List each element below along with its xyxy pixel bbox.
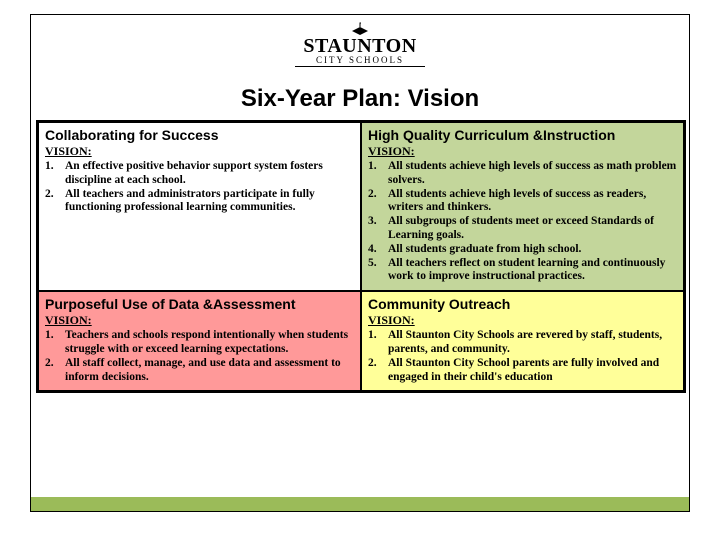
- quad-community: Community OutreachVISION:1.All Staunton …: [361, 291, 684, 391]
- vision-item: 2.All staff collect, manage, and use dat…: [45, 357, 354, 385]
- item-text: All staff collect, manage, and use data …: [65, 357, 354, 385]
- item-text: All students achieve high levels of succ…: [388, 160, 677, 188]
- quad-heading: Community Outreach: [368, 296, 677, 312]
- vision-item: 1.All Staunton City Schools are revered …: [368, 329, 677, 357]
- item-number: 1.: [45, 160, 65, 188]
- vision-label: VISION:: [368, 144, 677, 159]
- vision-item: 2.All students achieve high levels of su…: [368, 188, 677, 216]
- item-number: 4.: [368, 243, 388, 257]
- quad-heading: Collaborating for Success: [45, 127, 354, 143]
- vision-label: VISION:: [45, 313, 354, 328]
- item-number: 2.: [368, 188, 388, 216]
- item-text: All teachers and administrators particip…: [65, 188, 354, 216]
- slide-frame: STAUNTON CITY SCHOOLS Six-Year Plan: Vis…: [30, 14, 690, 512]
- item-text: An effective positive behavior support s…: [65, 160, 354, 188]
- item-number: 3.: [368, 215, 388, 243]
- bottom-accent-bar: [31, 497, 689, 511]
- vision-label: VISION:: [368, 313, 677, 328]
- vision-item: 1.An effective positive behavior support…: [45, 160, 354, 188]
- item-text: All teachers reflect on student learning…: [388, 257, 677, 285]
- item-text: All students achieve high levels of succ…: [388, 188, 677, 216]
- item-text: Teachers and schools respond intentional…: [65, 329, 354, 357]
- quad-heading: Purposeful Use of Data &Assessment: [45, 296, 354, 312]
- item-text: All subgroups of students meet or exceed…: [388, 215, 677, 243]
- item-number: 1.: [368, 160, 388, 188]
- logo-name: STAUNTON: [295, 36, 425, 56]
- vision-item: 1.Teachers and schools respond intention…: [45, 329, 354, 357]
- vision-label: VISION:: [45, 144, 354, 159]
- vision-item: 3.All subgroups of students meet or exce…: [368, 215, 677, 243]
- item-text: All students graduate from high school.: [388, 243, 677, 257]
- vision-item: 2.All teachers and administrators partic…: [45, 188, 354, 216]
- vision-item: 5.All teachers reflect on student learni…: [368, 257, 677, 285]
- quad-data-assessment: Purposeful Use of Data &AssessmentVISION…: [38, 291, 361, 391]
- vision-item: 1.All students achieve high levels of su…: [368, 160, 677, 188]
- item-text: All Staunton City School parents are ful…: [388, 357, 677, 385]
- item-number: 1.: [45, 329, 65, 357]
- vision-item: 2.All Staunton City School parents are f…: [368, 357, 677, 385]
- quad-heading: High Quality Curriculum &Instruction: [368, 127, 677, 143]
- item-number: 1.: [368, 329, 388, 357]
- logo: STAUNTON CITY SCHOOLS: [287, 21, 433, 67]
- quad-curriculum: High Quality Curriculum &InstructionVISI…: [361, 122, 684, 291]
- item-number: 5.: [368, 257, 388, 285]
- item-text: All Staunton City Schools are revered by…: [388, 329, 677, 357]
- quad-collaborating: Collaborating for SuccessVISION:1.An eff…: [38, 122, 361, 291]
- item-number: 2.: [45, 357, 65, 385]
- page-title: Six-Year Plan: Vision: [31, 85, 689, 113]
- item-number: 2.: [368, 357, 388, 385]
- item-number: 2.: [45, 188, 65, 216]
- vision-item: 4.All students graduate from high school…: [368, 243, 677, 257]
- vision-grid: Collaborating for SuccessVISION:1.An eff…: [36, 120, 686, 393]
